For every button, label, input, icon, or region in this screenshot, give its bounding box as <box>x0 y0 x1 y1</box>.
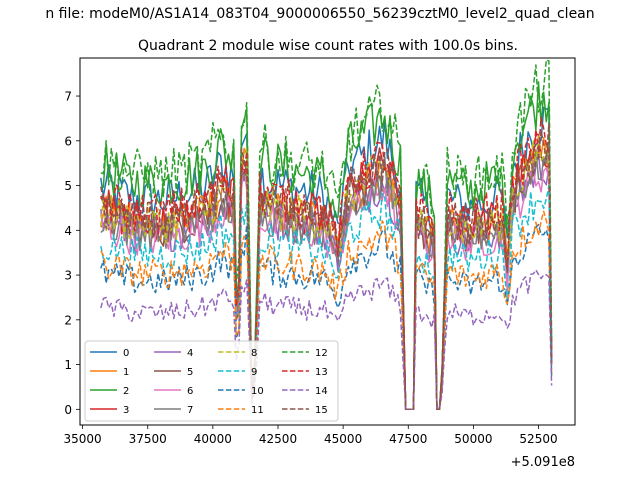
series-line-13 <box>100 116 553 411</box>
x-tick-label: 52500 <box>519 432 557 446</box>
legend-label-14: 14 <box>315 386 328 397</box>
series-line-14 <box>100 269 553 411</box>
chart-title: Quadrant 2 module wise count rates with … <box>138 38 518 54</box>
series-line-8 <box>100 133 553 411</box>
x-tick-label: 45000 <box>324 432 362 446</box>
legend-label-2: 2 <box>123 386 129 397</box>
y-tick-label: 2 <box>64 313 72 327</box>
legend-label-15: 15 <box>315 405 328 416</box>
y-tick-label: 6 <box>64 134 72 148</box>
series-layer <box>100 59 553 411</box>
legend-label-8: 8 <box>251 348 257 359</box>
legend-label-11: 11 <box>251 405 264 416</box>
series-line-12 <box>100 59 553 411</box>
y-tick-label: 1 <box>64 358 72 372</box>
legend-label-9: 9 <box>251 367 257 378</box>
y-tick-label: 5 <box>64 179 72 193</box>
x-offset-text: +5.091e8 <box>511 455 575 470</box>
series-line-11 <box>100 210 553 411</box>
x-tick-label: 47500 <box>389 432 427 446</box>
series-line-10 <box>100 223 553 411</box>
x-tick-label: 50000 <box>454 432 492 446</box>
y-tick-label: 0 <box>64 403 72 417</box>
figure-suptitle: n file: modeM0/AS1A14_083T04_9000006550_… <box>45 6 594 22</box>
legend-label-3: 3 <box>123 405 129 416</box>
x-tick-label: 42500 <box>259 432 297 446</box>
legend-label-7: 7 <box>187 405 193 416</box>
legend-label-6: 6 <box>187 386 193 397</box>
legend-label-1: 1 <box>123 367 129 378</box>
legend-label-10: 10 <box>251 386 264 397</box>
legend-label-5: 5 <box>187 367 193 378</box>
x-tick-label: 40000 <box>194 432 232 446</box>
plot-frame <box>79 57 576 426</box>
legend-label-13: 13 <box>315 367 328 378</box>
axis-layer: 35000 37500 40000 42500 45000 47500 50000 52500… <box>64 90 558 446</box>
legend-label-12: 12 <box>315 348 328 359</box>
y-tick-label: 4 <box>64 224 72 238</box>
legend-label-0: 0 <box>123 348 129 359</box>
y-tick-label: 7 <box>64 90 72 104</box>
x-tick-label: 37500 <box>129 432 167 446</box>
y-tick-label: 3 <box>64 269 72 283</box>
legend-box <box>84 340 339 422</box>
legend-label-4: 4 <box>187 348 193 359</box>
series-line-9 <box>100 184 553 411</box>
x-tick-label: 35000 <box>64 432 102 446</box>
